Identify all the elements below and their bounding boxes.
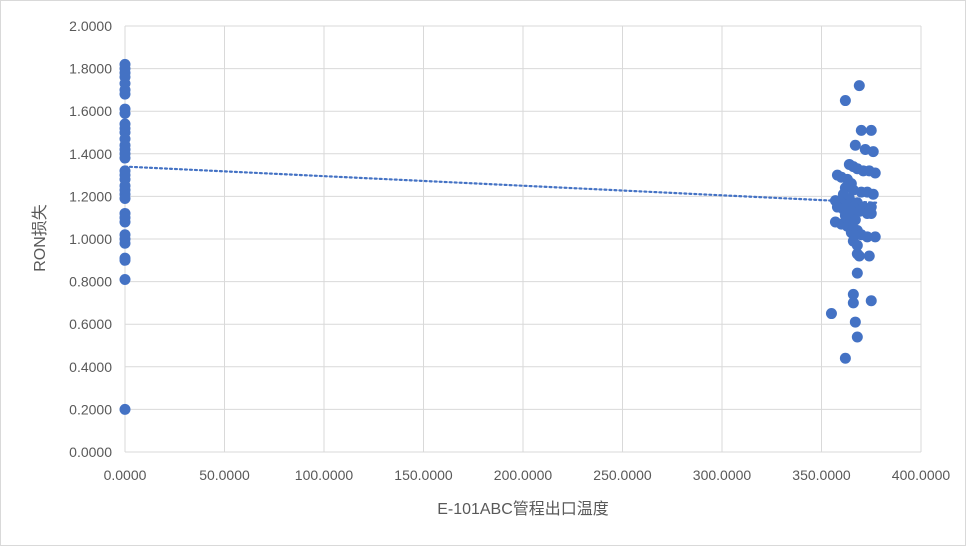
data-point [119, 237, 131, 249]
data-point [119, 403, 131, 415]
data-point [851, 267, 863, 279]
data-points [119, 58, 881, 415]
data-point [869, 231, 881, 243]
y-axis-title: RON损失 [31, 204, 49, 272]
data-point [839, 95, 851, 107]
data-point [119, 254, 131, 266]
data-point [863, 250, 875, 262]
data-point [119, 216, 131, 228]
data-point [839, 352, 851, 364]
x-tick-label: 50.0000 [199, 467, 250, 483]
data-point [851, 239, 863, 251]
data-point [853, 250, 865, 262]
data-point [119, 88, 131, 100]
y-tick-label: 0.8000 [69, 274, 112, 290]
x-axis-ticks: 0.0000 50.0000 100.0000 150.0000 200.0000 250… [104, 467, 951, 483]
x-tick-label: 300.0000 [693, 467, 752, 483]
data-point [865, 124, 877, 136]
data-point [849, 316, 861, 328]
y-axis-ticks: 0.0000 0.2000 0.4000 0.6000 0.8000 1.0000 1.20… [69, 18, 112, 460]
x-tick-label: 350.0000 [792, 467, 851, 483]
y-tick-label: 1.2000 [69, 188, 112, 204]
data-point [865, 207, 877, 219]
x-tick-label: 200.0000 [494, 467, 553, 483]
x-tick-label: 0.0000 [104, 467, 147, 483]
data-point [825, 308, 837, 320]
data-point [851, 331, 863, 343]
data-point [119, 152, 131, 164]
data-point [855, 124, 867, 136]
y-tick-label: 0.0000 [69, 444, 112, 460]
y-tick-label: 0.4000 [69, 359, 112, 375]
data-point [847, 288, 859, 300]
y-tick-label: 1.8000 [69, 61, 112, 77]
data-point [853, 80, 865, 92]
data-point [849, 139, 861, 151]
y-tick-label: 0.6000 [69, 316, 112, 332]
y-tick-label: 1.0000 [69, 231, 112, 247]
x-tick-label: 100.0000 [295, 467, 354, 483]
y-tick-label: 2.0000 [69, 18, 112, 34]
data-point [861, 231, 873, 243]
trendline [123, 165, 879, 204]
y-tick-label: 0.2000 [69, 401, 112, 417]
data-point [847, 297, 859, 309]
data-point [867, 146, 879, 158]
data-point [867, 188, 879, 200]
data-point [119, 107, 131, 119]
y-tick-label: 1.4000 [69, 146, 112, 162]
grid-lines [124, 25, 922, 453]
data-point [119, 193, 131, 205]
trendline-group [123, 165, 879, 204]
y-tick-label: 1.6000 [69, 103, 112, 119]
data-point [869, 167, 881, 179]
x-tick-label: 400.0000 [892, 467, 951, 483]
data-point [865, 295, 877, 307]
x-tick-label: 150.0000 [394, 467, 453, 483]
data-point [119, 273, 131, 285]
x-axis-title: E-101ABC管程出口温度 [437, 500, 609, 518]
x-tick-label: 250.0000 [593, 467, 652, 483]
data-point [849, 214, 861, 226]
